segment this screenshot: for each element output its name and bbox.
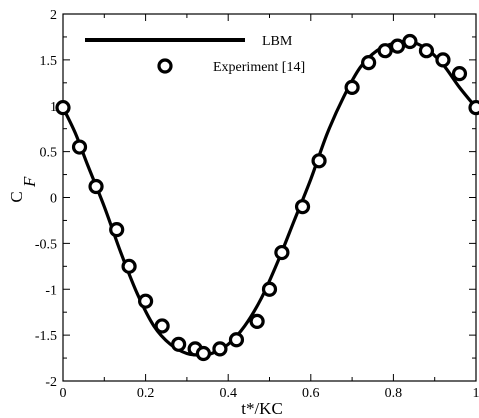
experiment-data-point bbox=[435, 52, 451, 68]
experiment-data-point bbox=[311, 153, 327, 169]
experiment-data-point bbox=[344, 79, 360, 96]
experiment-data-point bbox=[71, 139, 88, 155]
x-tick-label: 0.2 bbox=[137, 386, 155, 401]
experiment-data-point bbox=[468, 99, 479, 116]
legend-experiment-label: Experiment [14] bbox=[213, 60, 305, 75]
y-tick-label: -0.5 bbox=[35, 237, 57, 252]
experiment-data-point bbox=[88, 178, 104, 195]
experiment-data-point bbox=[154, 318, 170, 334]
experiment-data-point bbox=[138, 293, 154, 309]
x-axis-ticks: 0 0.2 0.4 0.6 0.8 1 bbox=[60, 14, 479, 401]
experiment-data-point bbox=[294, 199, 311, 215]
experiment-data-point bbox=[55, 99, 71, 116]
y-tick-label: -1 bbox=[45, 283, 57, 298]
experiment-data-point bbox=[402, 33, 418, 50]
y-tick-label: 1.5 bbox=[40, 54, 58, 69]
legend-lbm-label: LBM bbox=[262, 34, 293, 49]
experiment-data-point bbox=[274, 244, 290, 261]
experiment-data-point bbox=[389, 38, 406, 54]
x-tick-label: 0 bbox=[60, 386, 67, 401]
experiment-data-point bbox=[121, 258, 137, 274]
y-tick-label: 0 bbox=[50, 192, 57, 207]
y-tick-label: -2 bbox=[45, 375, 57, 390]
experiment-data-point bbox=[109, 222, 125, 238]
x-tick-label: 1 bbox=[473, 386, 479, 401]
legend: LBM Experiment [14] bbox=[85, 34, 305, 75]
lbm-series-line bbox=[61, 39, 478, 357]
experiment-data-point bbox=[418, 43, 435, 59]
x-tick-label: 0.6 bbox=[302, 386, 320, 401]
experiment-data-point bbox=[261, 281, 278, 297]
legend-experiment-marker bbox=[157, 58, 173, 74]
x-tick-label: 0.8 bbox=[385, 386, 403, 401]
y-tick-label: -1.5 bbox=[35, 329, 57, 344]
y-tick-label: 1 bbox=[50, 100, 57, 115]
experiment-data-point bbox=[228, 332, 245, 348]
y-axis-label-sub: F bbox=[20, 176, 39, 188]
y-axis-label: C F bbox=[7, 176, 39, 203]
y-axis-label-main: C bbox=[7, 191, 26, 202]
y-tick-label: 2 bbox=[50, 8, 57, 23]
x-axis-label: t*/KC bbox=[241, 399, 283, 418]
experiment-data-point bbox=[451, 66, 468, 82]
experiment-data-point bbox=[377, 43, 393, 59]
y-tick-label: 0.5 bbox=[40, 146, 58, 161]
experiment-data-point bbox=[361, 55, 377, 71]
x-tick-label: 0.4 bbox=[219, 386, 237, 401]
experiment-data-point bbox=[249, 313, 265, 329]
experiment-data-point bbox=[212, 341, 228, 357]
experiment-data-point bbox=[171, 336, 187, 352]
y-axis-ticks: -2 -1.5 -1 -0.5 0 0.5 1 1.5 2 bbox=[35, 8, 476, 390]
series-layer bbox=[55, 33, 479, 362]
experiment-data-point bbox=[195, 345, 212, 362]
